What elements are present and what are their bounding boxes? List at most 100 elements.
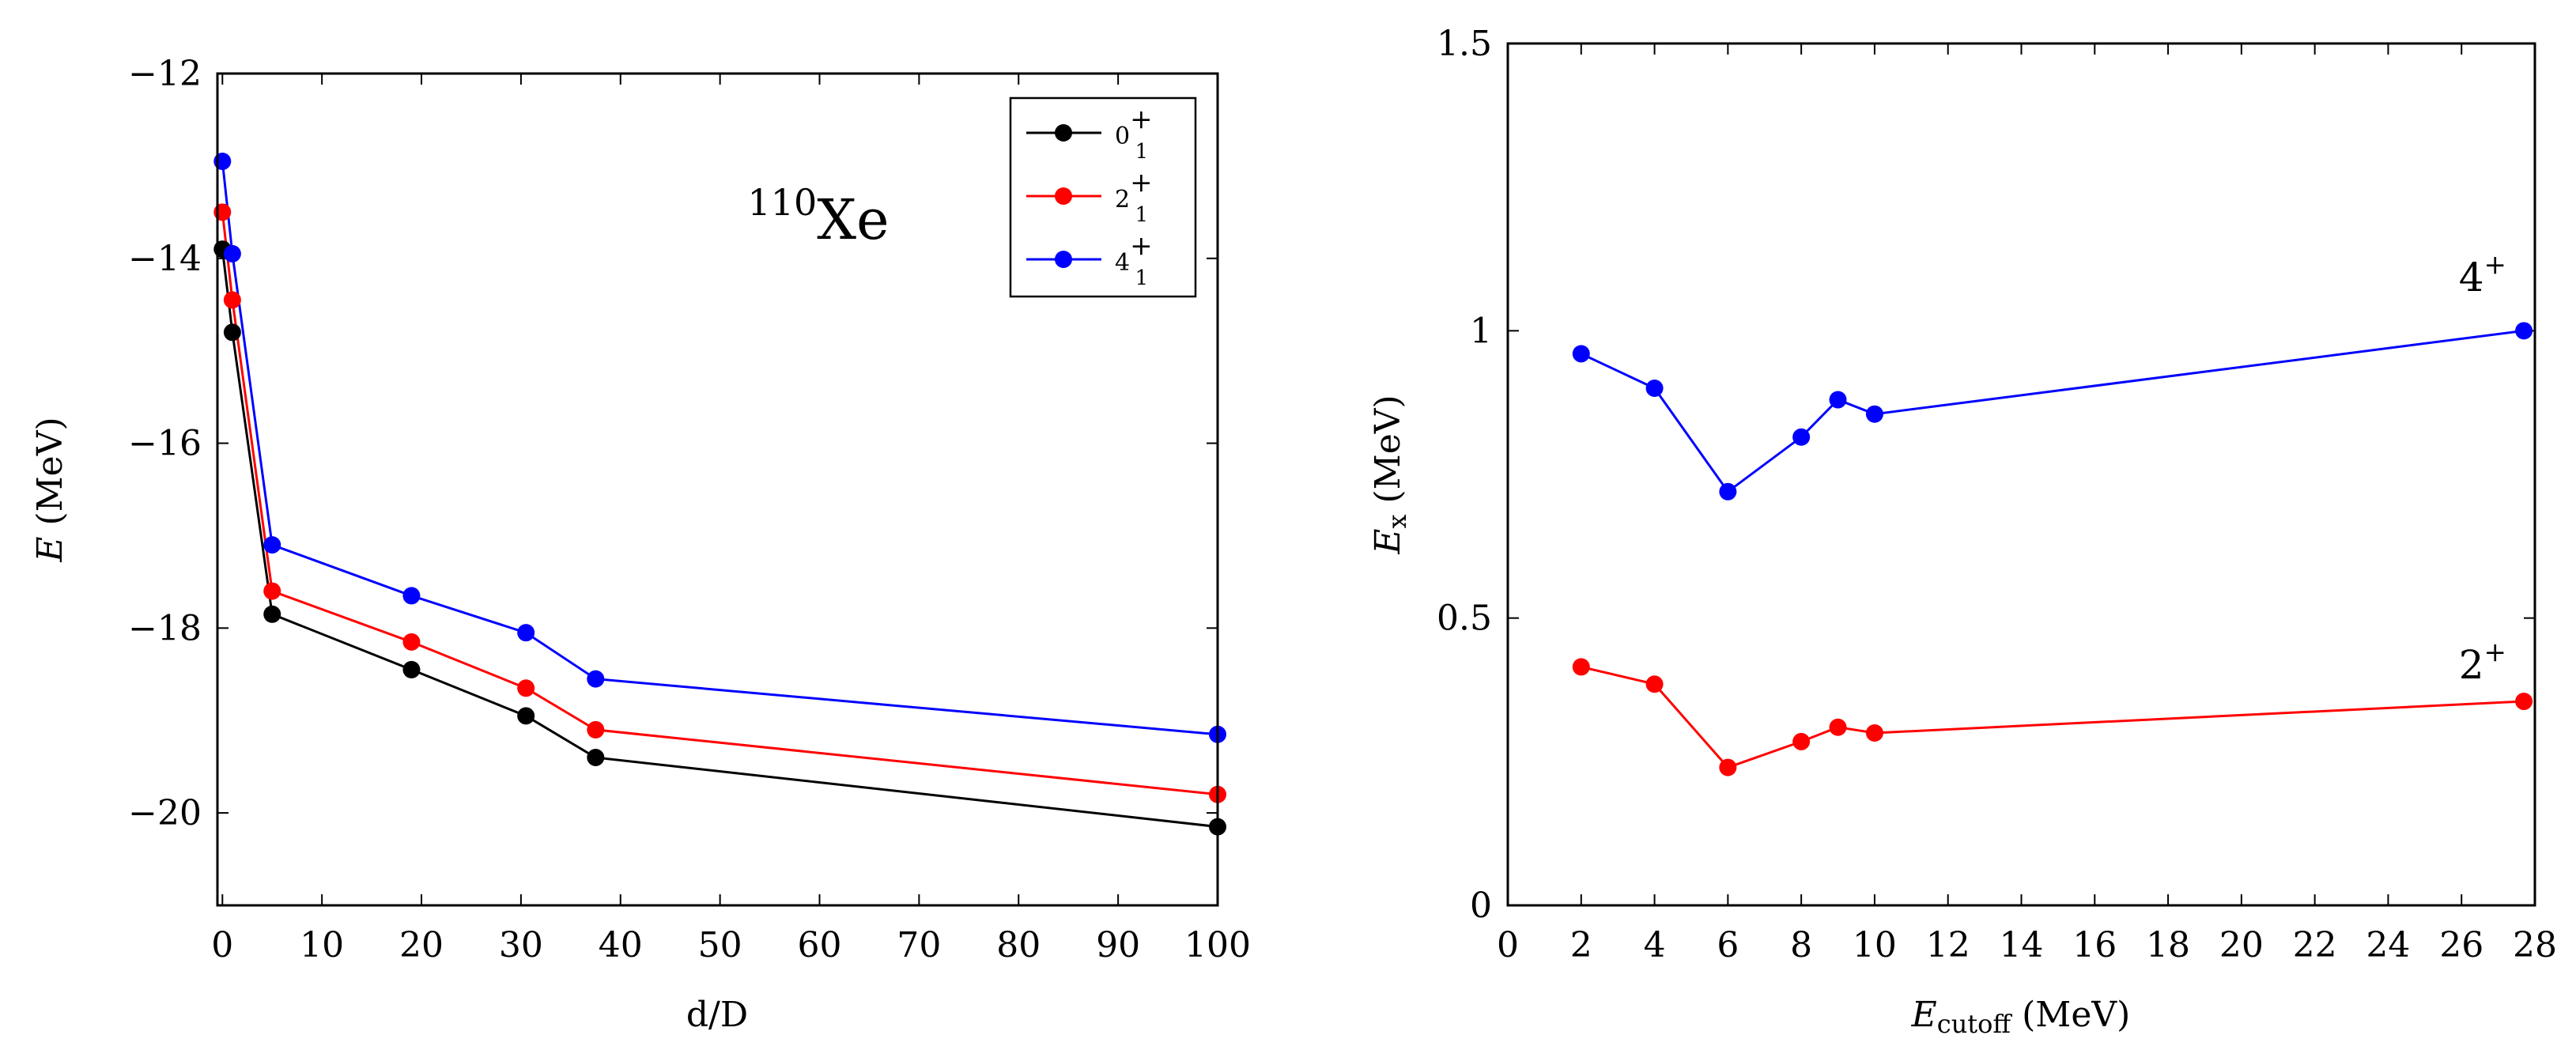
y-axis-title-unit: (MeV) xyxy=(30,417,70,536)
data-point xyxy=(587,748,605,766)
legend-marker xyxy=(1055,187,1072,205)
x-tick-label: 2 xyxy=(1570,925,1592,965)
data-point xyxy=(223,291,241,309)
x-tick-label: 22 xyxy=(2293,925,2337,965)
x-tick-label: 4 xyxy=(1644,925,1666,965)
series-line-2-1plus xyxy=(221,212,1218,796)
legend-index: 1 xyxy=(1135,203,1149,227)
legend-entry-label: 4+ 1 xyxy=(1115,230,1153,290)
legend-state: 2 xyxy=(1115,186,1130,213)
data-point xyxy=(402,633,421,651)
legend-parity: + xyxy=(1130,104,1153,135)
series-label-2plus: 2+ xyxy=(2459,637,2506,688)
x-tick-label: 0 xyxy=(1497,925,1519,965)
y-axis-title-right-unit: (MeV) xyxy=(1368,395,1408,514)
y-axis-title-right-symbol: E xyxy=(1368,529,1408,555)
series-label-4plus-sup: + xyxy=(2484,249,2507,281)
data-point xyxy=(402,587,421,605)
x-tick-label: 70 xyxy=(897,925,941,965)
excitation-vs-cutoff-chart: 00.511.5 0 2 4 6 8 10 12 14 16 18 20 22 24 26 28 Ecuto… xyxy=(1368,24,2557,1039)
x-tick-label: 90 xyxy=(1096,925,1140,965)
x-tick-label: 100 xyxy=(1184,925,1251,965)
data-point xyxy=(2515,693,2533,711)
legend-state: 0 xyxy=(1115,123,1130,150)
data-point xyxy=(587,670,605,688)
series-line-0-1plus xyxy=(221,248,1218,829)
y-tick-label: 1.5 xyxy=(1437,24,1492,64)
x-axis-title-right: Ecutoff (MeV) xyxy=(1911,995,2131,1039)
series-label-4plus: 4+ xyxy=(2459,249,2506,300)
legend-index: 1 xyxy=(1135,266,1149,290)
legend-parity: + xyxy=(1130,230,1153,262)
x-tick-label: 60 xyxy=(798,925,842,965)
x-tick-label: 40 xyxy=(599,925,643,965)
data-point xyxy=(517,624,535,642)
nucleus-annotation: 110Xe xyxy=(747,181,889,252)
x-axis-title-unit: (MeV) xyxy=(2011,995,2130,1035)
x-tick-label: 10 xyxy=(1853,925,1897,965)
legend-entry-label: 0+ 1 xyxy=(1115,104,1153,164)
data-point xyxy=(1792,732,1811,750)
y-tick-label: 1 xyxy=(1470,311,1492,351)
y-axis-title-left: E (MeV) xyxy=(30,417,70,562)
legend-marker xyxy=(1055,251,1072,268)
x-tick-label: 14 xyxy=(2000,925,2044,965)
x-tick-label: 6 xyxy=(1717,925,1739,965)
data-point xyxy=(1572,658,1590,676)
x-tick-label: 20 xyxy=(2219,925,2264,965)
x-tick-label: 80 xyxy=(996,925,1041,965)
series-label-4plus-value: 4 xyxy=(2459,255,2484,300)
x-axis-title-left: d/D xyxy=(686,995,748,1035)
data-point xyxy=(1645,675,1664,693)
data-point xyxy=(517,679,535,697)
x-tick-label: 30 xyxy=(499,925,543,965)
legend-index: 1 xyxy=(1135,140,1149,164)
data-point xyxy=(223,244,241,263)
legend-state: 4 xyxy=(1115,249,1130,277)
data-point xyxy=(2515,322,2533,340)
y-tick-label: 0 xyxy=(1470,886,1492,926)
data-point xyxy=(1572,345,1590,363)
x-tick-label: 0 xyxy=(211,925,233,965)
x-tick-label: 20 xyxy=(399,925,444,965)
y-tick-label: −14 xyxy=(128,239,202,279)
nucleus-mass-number: 110 xyxy=(747,181,817,224)
legend: 0+ 12+ 14+ 1 xyxy=(1009,96,1197,298)
y-axis-title-right: Ex (MeV) xyxy=(1368,395,1412,554)
series-line-4plus xyxy=(1581,329,2525,493)
y-tick-label: −18 xyxy=(128,608,202,648)
y-axis-title-symbol: E xyxy=(30,537,70,563)
x-tick-label: 8 xyxy=(1790,925,1812,965)
legend-marker xyxy=(1055,124,1072,142)
data-point xyxy=(1865,724,1883,742)
x-tick-label: 26 xyxy=(2439,925,2483,965)
nucleus-symbol: Xe xyxy=(817,187,889,252)
data-point xyxy=(1792,428,1811,446)
x-tick-label: 12 xyxy=(1926,925,1970,965)
data-point xyxy=(587,720,605,739)
series-label-2plus-value: 2 xyxy=(2459,642,2484,688)
x-axis-title-subscript: cutoff xyxy=(1937,1009,2013,1039)
data-point xyxy=(1829,391,1847,409)
data-point xyxy=(1719,758,1737,776)
x-axis-title-symbol: E xyxy=(1911,995,1937,1035)
legend-entry-label: 2+ 1 xyxy=(1115,167,1153,227)
data-point xyxy=(402,660,421,678)
x-tick-label: 50 xyxy=(698,925,742,965)
energy-vs-distance-chart: −12−14−16−18−20 0 10 20 30 40 50 60 70 80 90 100 d… xyxy=(30,54,1251,1035)
legend-parity: + xyxy=(1130,167,1153,198)
data-point xyxy=(1719,482,1737,501)
data-point xyxy=(263,582,281,600)
y-axis-title-right-subscript: x xyxy=(1382,515,1412,529)
data-point xyxy=(1865,405,1883,423)
y-tick-label: −12 xyxy=(128,54,202,94)
data-point xyxy=(263,605,281,623)
x-tick-label: 16 xyxy=(2072,925,2117,965)
data-point xyxy=(263,536,281,554)
data-point xyxy=(223,323,241,342)
y-tick-label: −16 xyxy=(128,424,202,464)
data-point xyxy=(517,707,535,725)
x-tick-label: 18 xyxy=(2146,925,2190,965)
series-line-2plus xyxy=(1581,665,2525,769)
